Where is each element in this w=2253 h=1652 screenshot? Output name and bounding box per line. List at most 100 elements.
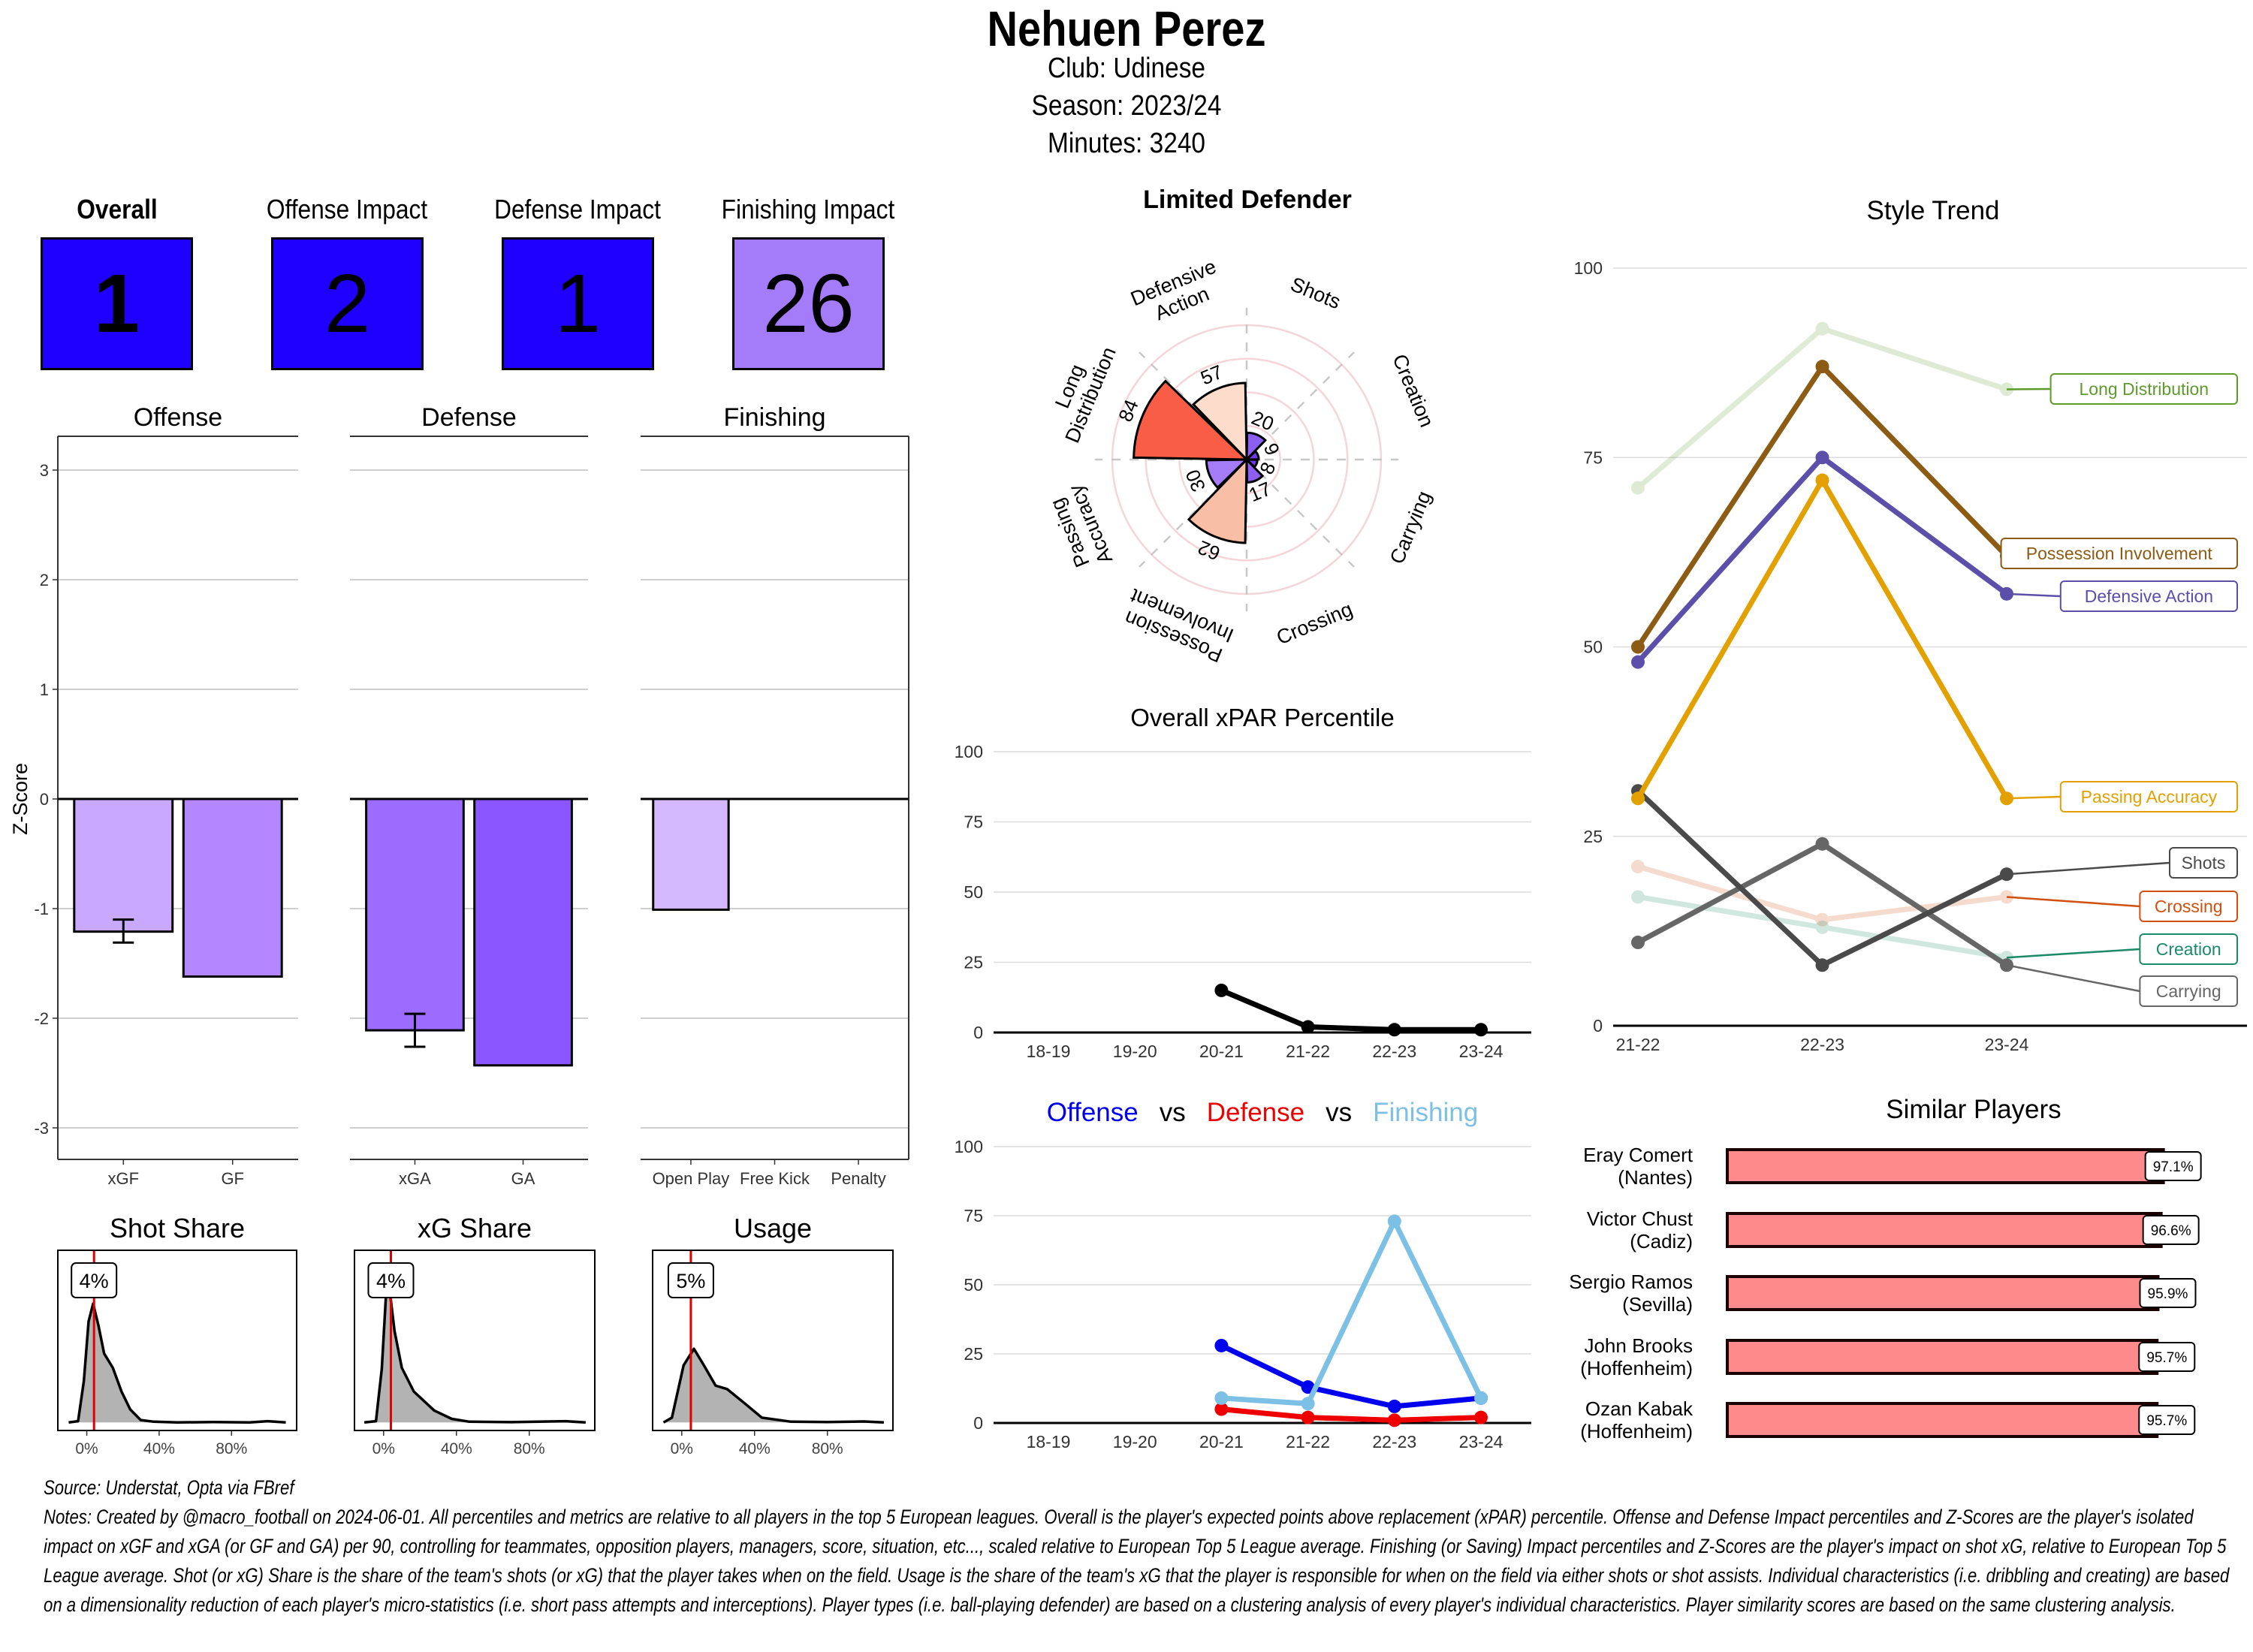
x-tick-label: 23-24 (1459, 1432, 1504, 1452)
data-point (1631, 890, 1645, 904)
series-line (1636, 788, 2008, 968)
x-tick-label: 21-22 (1286, 1432, 1330, 1452)
density-shot-share: Shot Share 4% 0% 40% 80% (57, 1213, 297, 1458)
series-defensive-action (1631, 451, 2013, 669)
series-line (1220, 987, 1481, 1032)
data-point (1214, 1391, 1229, 1405)
series-line (1220, 1343, 1482, 1409)
similar-player-row: Victor Chust(Cadiz) 96.6% (1587, 1207, 2200, 1253)
density-area (364, 1288, 586, 1423)
club-line: Club: Udinese (1047, 53, 1206, 84)
x-tick-label: 19-20 (1113, 1042, 1157, 1061)
style-trend-chart: Style Trend 0 25 50 75 100 21-22 22-23 23-24 Long… (1574, 196, 2247, 1054)
impact-box-defense: 1 (502, 237, 654, 370)
title-part-offense: Offense (1047, 1098, 1139, 1127)
data-point (1387, 1023, 1401, 1037)
x-tick-label: 40% (441, 1440, 472, 1458)
data-point (1815, 473, 1829, 487)
radar-value-label: 62 (1195, 536, 1223, 565)
x-tick-label: 20-21 (1199, 1432, 1244, 1452)
player-club: (Sevilla) (1622, 1293, 1693, 1316)
player-club: (Hoffenheim) (1580, 1357, 1693, 1379)
radar-title: Limited Defender (1143, 185, 1352, 214)
data-point (1815, 958, 1829, 972)
style-radar-chart: Limited Defender20Shots9Creation8Carryin… (1045, 185, 1438, 667)
series-line (1636, 363, 2009, 649)
bar-xgf (73, 797, 174, 933)
y-tick-label: 100 (1574, 258, 1603, 278)
density-area (68, 1304, 286, 1423)
y-tick-label: 25 (964, 1344, 983, 1364)
x-tick-label: 21-22 (1286, 1042, 1330, 1061)
series-line (1221, 1406, 1482, 1423)
season-line: Season: 2023/24 (1031, 90, 1222, 122)
radar-wedge-possession-involvement (1187, 457, 1248, 544)
radar-wedge-passing-accuracy (1205, 458, 1250, 490)
label-box (2169, 847, 2238, 879)
label-box (2059, 580, 2239, 612)
radar-grid-ring (1145, 357, 1349, 562)
similarity-value: 95.7% (2146, 1413, 2187, 1429)
y-tick-label: 0 (973, 1023, 983, 1042)
radar-value-label: 20 (1248, 406, 1277, 436)
radar-wedge-creation (1244, 449, 1260, 461)
source-text: Source: Understat, Opta via FBref (44, 1476, 294, 1499)
series-label: Long Distribution (2079, 379, 2209, 399)
series-label-shots: Shots (2006, 847, 2238, 879)
x-tick-label: GF (221, 1169, 244, 1188)
facet-title: Shot Share (110, 1213, 245, 1244)
data-point (1631, 640, 1645, 654)
player-name: Eray Comert (1583, 1144, 1694, 1166)
series-defense (1214, 1402, 1488, 1427)
series-label-defensive-action: Defensive Action (2006, 580, 2239, 612)
data-point (1631, 481, 1645, 495)
bar-xga (365, 797, 465, 1032)
impact-title-offense: Offense Impact (266, 194, 428, 225)
title-part-vs: vs (1326, 1098, 1352, 1127)
y-tick-label: 0 (40, 790, 49, 809)
x-tick-label: 80% (812, 1440, 843, 1458)
radar-category-label: Crossing (1273, 598, 1356, 649)
x-tick-label: 22-23 (1372, 1042, 1416, 1061)
x-tick-label: Free Kick (740, 1169, 810, 1188)
data-point (1387, 1399, 1401, 1413)
series-label: Passing Accuracy (2081, 787, 2218, 806)
value-label-box (2142, 1215, 2200, 1245)
radar-grid-ring (1178, 391, 1315, 528)
x-tick-label: xGA (399, 1169, 431, 1188)
bar-open-play (652, 797, 730, 911)
density-usage: Usage 5% 0% 40% 80% (652, 1213, 894, 1458)
value-label-box (667, 1262, 714, 1298)
y-tick-label: 50 (1583, 638, 1603, 657)
y-tick-label: -1 (34, 900, 49, 918)
player-name-title: Nehuen Perez (987, 1, 1266, 56)
y-tick-label: 25 (964, 953, 983, 972)
x-tick-label: 22-23 (1372, 1432, 1416, 1452)
y-tick-label: 0 (1593, 1016, 1603, 1036)
player-name: Ozan Kabak (1585, 1397, 1694, 1420)
radar-wedge-long-distribution (1133, 379, 1250, 461)
x-tick-label: Open Play (653, 1169, 730, 1188)
label-box (2059, 781, 2239, 812)
player-name: Sergio Ramos (1569, 1271, 1693, 1293)
series-label-carrying: Carrying (2006, 964, 2238, 1007)
similarity-bar (1726, 1275, 2160, 1311)
similarity-value: 95.7% (2146, 1350, 2187, 1366)
panel-border (57, 1250, 297, 1431)
value-label: 4% (376, 1270, 406, 1292)
data-point (1631, 791, 1645, 806)
minutes-line: Minutes: 3240 (1047, 128, 1206, 159)
radar-value-label: 30 (1181, 466, 1210, 495)
series-passing-accuracy (1631, 473, 2013, 806)
similarity-bar (1726, 1339, 2159, 1375)
player-name: Victor Chust (1587, 1207, 1694, 1230)
series-label-creation: Creation (2006, 933, 2238, 965)
overall-xpar-chart: Overall xPAR Percentile 0 25 50 75 100 18-19 19… (955, 704, 1531, 1061)
similar-player-row: Sergio Ramos(Sevilla) 95.9% (1569, 1271, 2197, 1316)
y-tick-label: 0 (973, 1413, 983, 1433)
x-tick-label: 80% (216, 1440, 247, 1458)
similarity-bar (1726, 1402, 2159, 1438)
player-club: (Hoffenheim) (1580, 1420, 1693, 1442)
